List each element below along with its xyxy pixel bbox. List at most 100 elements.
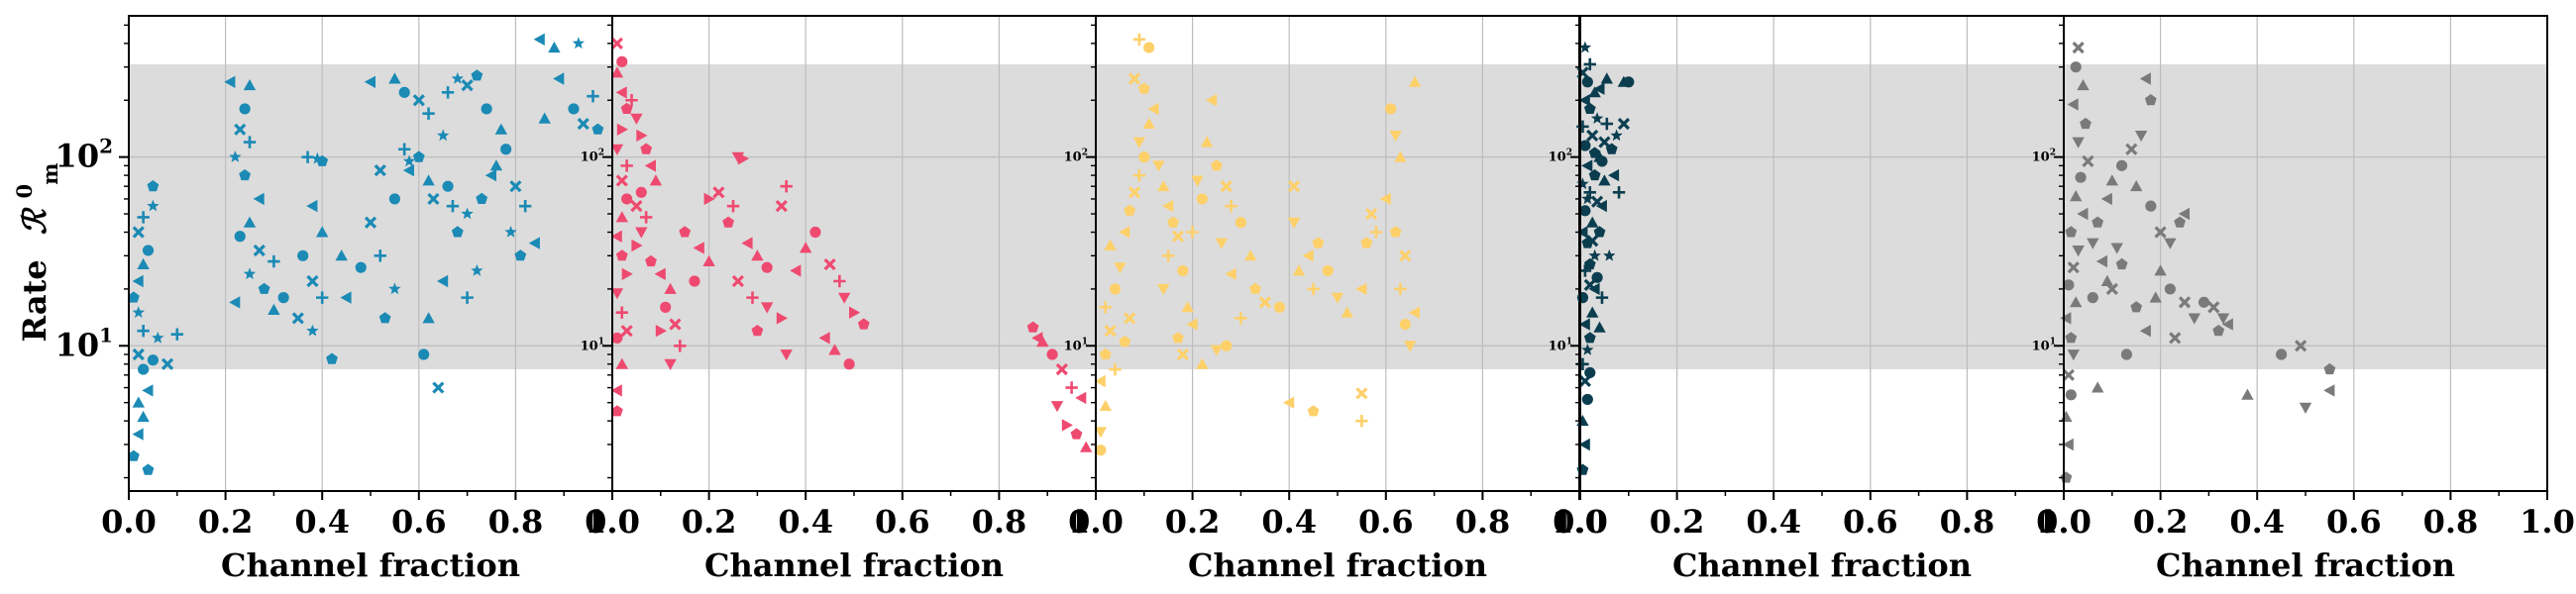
- data-point: [655, 325, 667, 338]
- x-tick-label: 0.0: [2036, 503, 2092, 541]
- data-point: [1050, 401, 1064, 413]
- data-point: [1603, 248, 1616, 261]
- data-point: [243, 267, 257, 280]
- data-point: [1061, 419, 1073, 432]
- data-point: [1196, 357, 1209, 369]
- data-point: [364, 75, 376, 88]
- data-point: [1273, 301, 1286, 313]
- x-tick-label: 0.4: [1261, 503, 1317, 541]
- data-point: [751, 325, 764, 337]
- data-point: [664, 282, 677, 294]
- data-point: [2198, 296, 2210, 308]
- data-point: [2062, 438, 2074, 451]
- data-point: [577, 117, 590, 131]
- data-point: [1036, 336, 1049, 347]
- data-point: [1583, 102, 1596, 114]
- data-point: [610, 384, 622, 397]
- x-tick-label: 0.4: [1746, 503, 1801, 541]
- data-point: [2087, 292, 2098, 304]
- data-point: [1578, 41, 1592, 53]
- data-point: [2115, 257, 2128, 270]
- data-point: [674, 340, 687, 352]
- data-point: [761, 302, 774, 314]
- data-point: [823, 257, 836, 271]
- data-point: [1142, 117, 1155, 129]
- data-point: [1244, 249, 1257, 261]
- data-point: [2149, 291, 2162, 303]
- data-point: [2100, 192, 2112, 206]
- data-point: [741, 237, 753, 249]
- data-point: [1610, 129, 1623, 142]
- data-point: [2092, 216, 2104, 228]
- data-point: [2092, 381, 2104, 393]
- data-points: [610, 37, 1093, 452]
- data-point: [621, 193, 633, 205]
- data-point: [1581, 192, 1594, 205]
- data-point: [388, 72, 401, 84]
- data-point: [1583, 57, 1596, 71]
- data-point: [297, 249, 309, 261]
- data-point: [437, 274, 449, 288]
- data-point: [1099, 399, 1112, 411]
- data-point: [693, 242, 704, 254]
- data-point: [374, 164, 386, 177]
- data-point: [649, 174, 663, 186]
- data-point: [132, 396, 145, 408]
- shaded-band: [2064, 63, 2547, 370]
- data-point: [2120, 348, 2133, 360]
- data-point: [615, 306, 628, 319]
- data-point: [137, 211, 150, 224]
- data-point: [1167, 216, 1179, 228]
- data-point: [1109, 362, 1122, 376]
- data-point: [2134, 131, 2148, 143]
- data-point: [1578, 94, 1590, 107]
- x-tick-label: 0.0: [1068, 503, 1124, 541]
- data-point: [664, 358, 677, 370]
- data-point: [2087, 238, 2099, 249]
- data-point: [1055, 363, 1068, 376]
- data-point: [1094, 427, 1108, 439]
- data-point: [1307, 282, 1320, 296]
- data-point: [402, 154, 416, 167]
- data-point: [1588, 248, 1601, 261]
- data-point: [2154, 264, 2167, 276]
- data-point: [441, 86, 455, 99]
- data-point: [2241, 388, 2254, 400]
- data-point: [500, 144, 512, 155]
- data-point: [2105, 174, 2118, 186]
- data-point: [306, 199, 318, 213]
- data-point: [147, 199, 160, 212]
- data-point: [2072, 137, 2085, 148]
- data-point: [1389, 131, 1402, 143]
- data-point: [147, 180, 160, 192]
- x-tick-label: 0.6: [1843, 503, 1898, 541]
- data-point: [1124, 204, 1136, 216]
- data-point: [277, 292, 289, 304]
- data-point: [615, 86, 627, 99]
- data-point: [2077, 207, 2089, 221]
- data-point: [528, 237, 540, 249]
- data-point: [2276, 348, 2288, 360]
- x-axis-label: Channel fraction: [1188, 546, 1487, 584]
- data-point: [635, 186, 647, 198]
- data-point: [451, 72, 464, 84]
- x-tick-label: 1.0: [1552, 503, 1607, 541]
- data-point: [1157, 180, 1170, 192]
- data-point: [2169, 332, 2182, 345]
- data-point: [1322, 264, 1334, 277]
- data-point: [538, 112, 551, 124]
- data-point: [388, 282, 401, 295]
- data-point: [2070, 61, 2082, 73]
- x-tick-label: 0.2: [198, 503, 254, 541]
- data-point: [1258, 296, 1271, 309]
- data-point: [437, 129, 450, 142]
- data-point: [689, 275, 700, 287]
- data-point: [1127, 72, 1141, 85]
- data-point: [2063, 279, 2075, 291]
- data-point: [412, 94, 425, 107]
- data-point: [2221, 318, 2233, 331]
- data-point: [616, 123, 628, 136]
- data-point: [1210, 345, 1224, 356]
- data-point: [1576, 292, 1589, 304]
